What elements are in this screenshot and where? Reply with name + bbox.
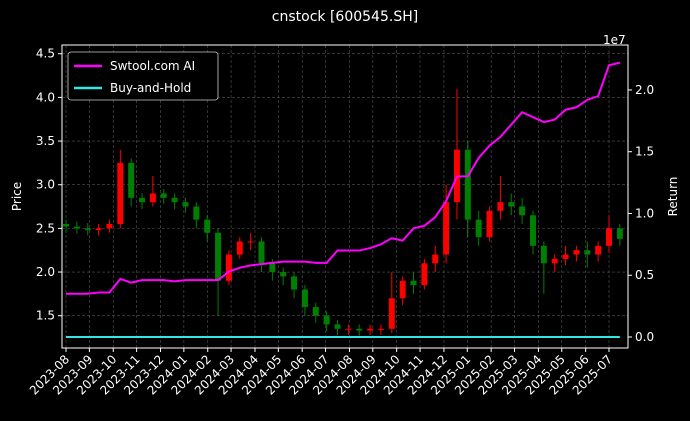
candle-body — [334, 324, 341, 329]
legend-box — [67, 51, 219, 101]
candle-body — [367, 328, 374, 331]
candle-body — [258, 241, 265, 264]
candle-body — [519, 206, 526, 216]
plot-frame — [61, 44, 629, 349]
candle-body — [573, 250, 580, 255]
candle-body — [95, 228, 102, 231]
candle-body — [225, 254, 232, 281]
candle-body — [215, 232, 222, 281]
candle-body — [475, 219, 482, 238]
candle-body — [562, 254, 569, 259]
candle-body — [160, 193, 167, 198]
legend-label: Buy-and-Hold — [110, 81, 191, 95]
candle-body — [301, 289, 308, 307]
candle-body — [204, 219, 211, 233]
series-line — [66, 61, 621, 295]
candle-body — [291, 276, 298, 290]
candle-body — [464, 149, 471, 220]
y-tick-label: 3.0 — [36, 178, 55, 192]
y-tick-label: 2.0 — [36, 265, 55, 279]
candle-body — [508, 202, 515, 207]
y2-tick-label: 0.0 — [635, 330, 654, 344]
candle-body — [356, 328, 363, 331]
chart-title: cnstock [600545.SH] — [272, 9, 418, 25]
candle-body — [584, 250, 591, 255]
candle-body — [410, 280, 417, 286]
y2-tick-label: 1.0 — [635, 206, 654, 220]
candle-body — [595, 245, 602, 255]
candle-body — [529, 215, 536, 246]
y2-offset-label: 1e7 — [603, 33, 626, 47]
y2-tick-label: 0.5 — [635, 268, 654, 282]
candle-body — [182, 202, 189, 207]
candle-body — [497, 202, 504, 211]
candle-body — [128, 162, 135, 198]
candle-body — [312, 306, 319, 316]
y-tick-label: 2.5 — [36, 221, 55, 235]
y-tick-label: 3.5 — [36, 134, 55, 148]
candle-body — [106, 224, 113, 229]
candle-body — [247, 241, 254, 243]
legend-label: Swtool.com AI — [110, 59, 195, 73]
candle-body — [84, 228, 91, 231]
candle-body — [73, 226, 80, 229]
candle-body — [388, 298, 395, 329]
y2-axis-label: Return — [666, 177, 680, 217]
candle-body — [63, 224, 70, 227]
y2-tick-label: 2.0 — [635, 83, 654, 97]
candle-body — [269, 263, 276, 273]
candle-body — [139, 197, 146, 203]
candle-body — [421, 263, 428, 286]
y-tick-label: 1.5 — [36, 309, 55, 323]
candle-body — [432, 254, 439, 264]
y-tick-label: 4.0 — [36, 90, 55, 104]
y2-tick-label: 1.5 — [635, 145, 654, 159]
candle-body — [236, 241, 243, 255]
candle-body — [616, 228, 623, 239]
candle-body — [117, 162, 124, 225]
candle-body — [399, 280, 406, 299]
candle-body — [280, 272, 287, 277]
candle-body — [606, 228, 612, 246]
candle-body — [171, 197, 178, 203]
candle-body — [377, 328, 384, 330]
candle-body — [323, 315, 330, 325]
candle-body — [193, 206, 200, 220]
y-tick-label: 4.5 — [36, 47, 55, 61]
candle-body — [486, 210, 493, 238]
candle-body — [149, 193, 156, 203]
candle-body — [345, 328, 352, 330]
candle-body — [540, 245, 547, 264]
candle-body — [551, 258, 558, 264]
y-axis-label: Price — [10, 182, 24, 211]
candle-body — [443, 202, 450, 255]
